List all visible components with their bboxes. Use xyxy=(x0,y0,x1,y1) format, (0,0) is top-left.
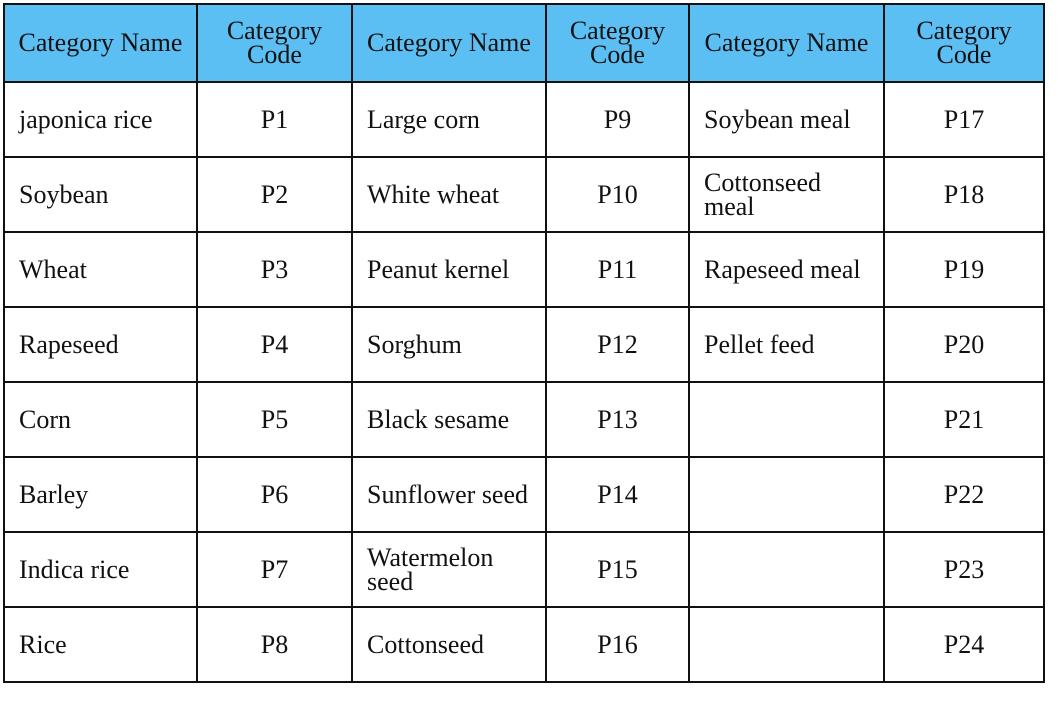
header-cell: Category Code xyxy=(545,3,690,83)
name-cell: japonica rice xyxy=(3,81,198,158)
code-cell: P4 xyxy=(196,306,353,383)
table-row: Rice P8 Cottonseed P16 P24 xyxy=(3,606,1045,683)
table-row: Soybean P2 White wheat P10 Cottonseed meal P1… xyxy=(3,156,1045,233)
header-cell: Category Name xyxy=(351,3,547,83)
category-table: Category Name Category Code Category Name C… xyxy=(3,3,1045,683)
table-row: Barley P6 Sunflower seed P14 P22 xyxy=(3,456,1045,533)
name-cell xyxy=(688,531,885,608)
name-cell: Rapeseed meal xyxy=(688,231,885,308)
code-cell: P6 xyxy=(196,456,353,533)
name-cell: Black sesame xyxy=(351,381,547,458)
name-cell: Pellet feed xyxy=(688,306,885,383)
code-cell: P16 xyxy=(545,606,690,683)
name-cell: Indica rice xyxy=(3,531,198,608)
code-cell: P19 xyxy=(883,231,1045,308)
name-cell: Sorghum xyxy=(351,306,547,383)
name-cell xyxy=(688,381,885,458)
name-cell xyxy=(688,606,885,683)
code-cell: P13 xyxy=(545,381,690,458)
code-cell: P21 xyxy=(883,381,1045,458)
name-cell: Rapeseed xyxy=(3,306,198,383)
code-cell: P7 xyxy=(196,531,353,608)
name-cell: Soybean xyxy=(3,156,198,233)
header-cell: Category Code xyxy=(883,3,1045,83)
header-row: Category Name Category Code Category Name C… xyxy=(3,3,1045,83)
name-cell: Wheat xyxy=(3,231,198,308)
table-body: japonica rice P1 Large corn P9 Soybean meal P… xyxy=(3,81,1045,683)
code-cell: P10 xyxy=(545,156,690,233)
name-cell: Large corn xyxy=(351,81,547,158)
name-cell: Cottonseed meal xyxy=(688,156,885,233)
code-cell: P11 xyxy=(545,231,690,308)
table-row: japonica rice P1 Large corn P9 Soybean meal P… xyxy=(3,81,1045,158)
table-row: Rapeseed P4 Sorghum P12 Pellet feed P20 xyxy=(3,306,1045,383)
name-cell: Peanut kernel xyxy=(351,231,547,308)
name-cell: Soybean meal xyxy=(688,81,885,158)
table-row: Wheat P3 Peanut kernel P11 Rapeseed meal P19 xyxy=(3,231,1045,308)
name-cell: White wheat xyxy=(351,156,547,233)
header-cell: Category Code xyxy=(196,3,353,83)
header-cell: Category Name xyxy=(688,3,885,83)
code-cell: P14 xyxy=(545,456,690,533)
code-cell: P22 xyxy=(883,456,1045,533)
name-cell: Watermelon seed xyxy=(351,531,547,608)
name-cell: Cottonseed xyxy=(351,606,547,683)
code-cell: P15 xyxy=(545,531,690,608)
table-row: Corn P5 Black sesame P13 P21 xyxy=(3,381,1045,458)
name-cell: Corn xyxy=(3,381,198,458)
code-cell: P23 xyxy=(883,531,1045,608)
code-cell: P8 xyxy=(196,606,353,683)
code-cell: P17 xyxy=(883,81,1045,158)
code-cell: P24 xyxy=(883,606,1045,683)
code-cell: P2 xyxy=(196,156,353,233)
name-cell xyxy=(688,456,885,533)
code-cell: P1 xyxy=(196,81,353,158)
code-cell: P20 xyxy=(883,306,1045,383)
code-cell: P9 xyxy=(545,81,690,158)
code-cell: P5 xyxy=(196,381,353,458)
table-row: Indica rice P7 Watermelon seed P15 P23 xyxy=(3,531,1045,608)
name-cell: Sunflower seed xyxy=(351,456,547,533)
name-cell: Barley xyxy=(3,456,198,533)
name-cell: Rice xyxy=(3,606,198,683)
code-cell: P18 xyxy=(883,156,1045,233)
code-cell: P3 xyxy=(196,231,353,308)
header-cell: Category Name xyxy=(3,3,198,83)
code-cell: P12 xyxy=(545,306,690,383)
